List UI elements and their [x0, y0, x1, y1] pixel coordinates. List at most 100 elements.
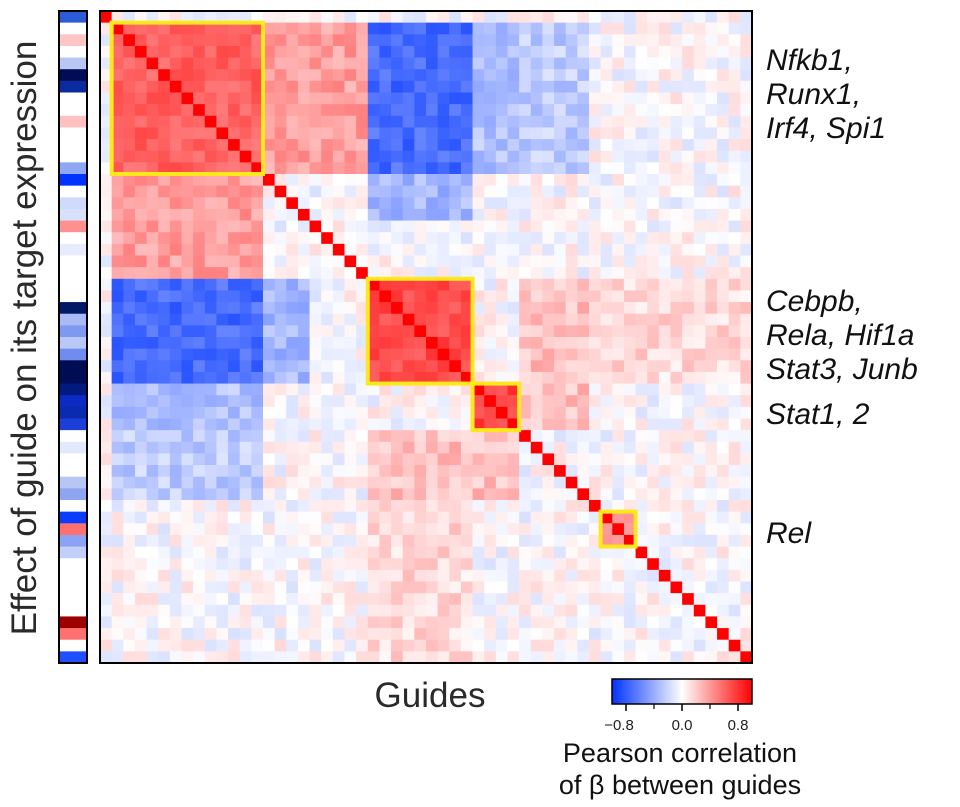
heatmap-cell	[612, 220, 625, 233]
heatmap-cell	[589, 651, 602, 664]
heatmap-cell	[297, 406, 310, 419]
heatmap-cell	[263, 511, 276, 524]
heatmap-cell	[367, 371, 380, 384]
heatmap-cell	[728, 418, 741, 431]
heatmap-cell	[332, 430, 345, 443]
heatmap-cell	[111, 302, 124, 315]
heatmap-cell	[379, 569, 392, 582]
heatmap-cell	[740, 92, 753, 105]
heatmap-cell	[693, 313, 706, 326]
heatmap-cell	[251, 558, 264, 571]
heatmap-cell	[460, 11, 473, 24]
heatmap-cell	[274, 523, 287, 536]
heatmap-cell	[286, 534, 299, 547]
cluster-label-cebpb-rela-hif1a-stat3-junb: Cebpb, Rela, Hif1a Stat3, Junb	[766, 285, 918, 386]
heatmap-cell	[204, 57, 217, 70]
heatmap-cell	[146, 639, 159, 652]
heatmap-cell	[379, 337, 392, 350]
heatmap-cell	[426, 511, 439, 524]
heatmap-cell	[309, 523, 322, 536]
heatmap-cell	[123, 278, 136, 291]
heatmap-cell	[379, 197, 392, 210]
heatmap-cell	[402, 34, 415, 47]
heatmap-cell	[321, 255, 334, 268]
heatmap-cell	[728, 69, 741, 82]
heatmap-cell	[495, 139, 508, 152]
heatmap-cell	[216, 232, 229, 245]
heatmap-cell	[169, 69, 182, 82]
heatmap-cell	[344, 616, 357, 629]
heatmap-cell	[251, 581, 264, 594]
heatmap-cell	[356, 465, 369, 478]
heatmap-cell	[635, 45, 648, 58]
heatmap-cell	[367, 558, 380, 571]
heatmap-cell	[286, 500, 299, 513]
heatmap-cell	[181, 302, 194, 315]
heatmap-cell	[437, 430, 450, 443]
heatmap-cell	[670, 593, 683, 606]
heatmap-cell	[309, 22, 322, 35]
heatmap-cell	[100, 104, 113, 117]
heatmap-cell	[484, 441, 497, 454]
heatmap-cell	[216, 278, 229, 291]
heatmap-cell	[356, 569, 369, 582]
heatmap-cell	[484, 476, 497, 489]
heatmap-cell	[379, 418, 392, 431]
heatmap-cell	[263, 569, 276, 582]
heatmap-cell	[297, 45, 310, 58]
heatmap-cell	[484, 255, 497, 268]
heatmap-cell	[251, 139, 264, 152]
heatmap-cell	[449, 534, 462, 547]
heatmap-cell	[519, 313, 532, 326]
heatmap-cell	[100, 534, 113, 547]
heatmap-cell	[693, 604, 706, 617]
heatmap-cell	[379, 325, 392, 338]
heatmap-cell	[530, 80, 543, 93]
heatmap-cell	[460, 162, 473, 175]
heatmap-cell	[158, 558, 171, 571]
heatmap-cell	[484, 453, 497, 466]
heatmap-cell	[589, 278, 602, 291]
heatmap-cell	[239, 69, 252, 82]
heatmap-cell	[600, 604, 613, 617]
guide-effect-cell	[59, 546, 87, 559]
heatmap-cell	[239, 534, 252, 547]
heatmap-cell	[705, 243, 718, 256]
heatmap-cell	[460, 511, 473, 524]
heatmap-cell	[216, 139, 229, 152]
heatmap-cell	[589, 488, 602, 501]
heatmap-cell	[321, 581, 334, 594]
heatmap-cell	[623, 150, 636, 163]
heatmap-cell	[332, 278, 345, 291]
heatmap-cell	[169, 546, 182, 559]
heatmap-cell	[239, 57, 252, 70]
heatmap-cell	[228, 628, 241, 641]
heatmap-cell	[682, 348, 695, 361]
heatmap-cell	[472, 616, 485, 629]
heatmap-cell	[565, 337, 578, 350]
heatmap-cell	[239, 500, 252, 513]
heatmap-cell	[577, 290, 590, 303]
heatmap-cell	[181, 348, 194, 361]
heatmap-cell	[309, 267, 322, 280]
heatmap-cell	[274, 220, 287, 233]
heatmap-cell	[263, 430, 276, 443]
heatmap-cell	[239, 581, 252, 594]
heatmap-cell	[740, 57, 753, 70]
heatmap-cell	[111, 581, 124, 594]
heatmap-cell	[356, 278, 369, 291]
heatmap-cell	[332, 511, 345, 524]
heatmap-cell	[542, 360, 555, 373]
heatmap-cell	[309, 325, 322, 338]
heatmap-cell	[484, 395, 497, 408]
heatmap-cell	[437, 313, 450, 326]
heatmap-cell	[169, 453, 182, 466]
heatmap-cell	[134, 92, 147, 105]
heatmap-cell	[565, 395, 578, 408]
heatmap-cell	[682, 371, 695, 384]
heatmap-cell	[344, 243, 357, 256]
heatmap-cell	[146, 11, 159, 24]
heatmap-cell	[519, 395, 532, 408]
heatmap-cell	[507, 208, 520, 221]
heatmap-cell	[402, 616, 415, 629]
